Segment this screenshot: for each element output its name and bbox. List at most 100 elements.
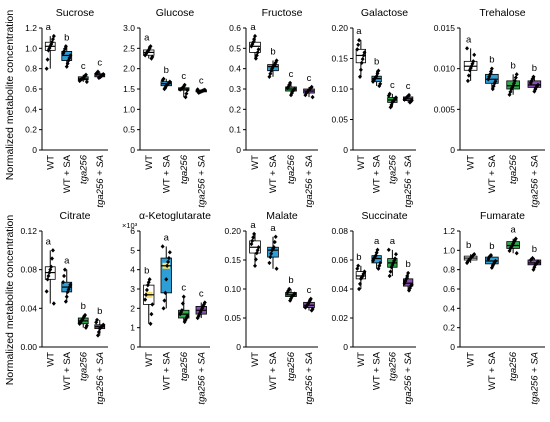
- data-point: [46, 273, 51, 279]
- data-point: [167, 79, 172, 84]
- data-point: [251, 235, 256, 240]
- y-tick-label: 0.08: [331, 226, 348, 236]
- y-tick-label: 0.15: [224, 255, 241, 265]
- data-point: [50, 248, 55, 253]
- y-tick-label: 0.04: [20, 303, 37, 313]
- x-tick-label: tga256: [286, 351, 297, 381]
- ylabel-bottom: Normalized metabolite concentration: [4, 215, 16, 386]
- significance-letter: b: [81, 301, 86, 312]
- y-tick-label: 0.6: [443, 284, 455, 294]
- data-point: [149, 311, 154, 317]
- data-point: [63, 299, 68, 304]
- panel--ketoglutarate: α-Ketoglutarate×10³ 0 1 2 3 4 5 6 b WT a WT + SA c tg…: [122, 210, 211, 405]
- data-point: [45, 57, 50, 62]
- data-point: [249, 241, 254, 247]
- data-point: [51, 301, 56, 306]
- box-tga256-sa: b: [527, 63, 542, 94]
- data-point: [150, 54, 155, 60]
- data-point: [273, 60, 278, 65]
- data-point: [409, 98, 414, 103]
- data-point: [62, 267, 67, 272]
- box-wt-sa: b: [371, 57, 383, 89]
- data-point: [360, 56, 365, 62]
- y-tick-label: 0.00: [20, 342, 37, 352]
- data-point: [180, 301, 185, 306]
- y-tick-label: 1.2: [25, 23, 37, 33]
- y-tick-label: 2: [130, 303, 135, 313]
- panel-title: Fructose: [262, 7, 303, 19]
- box-wt-sa: a: [267, 223, 279, 271]
- y-tick-label: 0.6: [25, 84, 37, 94]
- data-point: [256, 245, 261, 250]
- data-point: [95, 333, 100, 338]
- x-tick-label: WT + SA: [161, 154, 172, 193]
- significance-letter: b: [270, 47, 275, 58]
- data-point: [183, 94, 188, 100]
- data-point: [374, 250, 379, 255]
- significance-letter: a: [250, 220, 256, 231]
- y-tick-label: 6: [130, 226, 135, 236]
- data-point: [488, 252, 493, 258]
- y-tick-label: 0: [343, 145, 348, 155]
- x-tick-label: tga256: [286, 154, 297, 184]
- data-point: [387, 91, 392, 97]
- data-point: [357, 38, 362, 43]
- significance-letter: a: [510, 225, 516, 236]
- box-tga256: b: [77, 301, 89, 330]
- data-point: [510, 243, 515, 248]
- y-tick-label: 0.10: [331, 84, 348, 94]
- panel-title: Galactose: [361, 7, 408, 19]
- data-point: [161, 306, 166, 311]
- data-point: [144, 292, 149, 298]
- x-tick-label: WT: [466, 155, 477, 170]
- data-point: [530, 255, 535, 261]
- significance-letter: a: [250, 22, 256, 33]
- significance-letter: c: [199, 289, 204, 300]
- x-tick-label: WT: [356, 155, 367, 170]
- significance-letter: b: [510, 60, 515, 71]
- significance-letter: b: [489, 55, 494, 66]
- significance-letter: b: [466, 240, 471, 251]
- box-wt: b: [355, 252, 367, 292]
- x-tick-label: WT: [250, 155, 261, 170]
- y-tick-label: 0.4: [25, 104, 37, 114]
- data-point: [493, 258, 498, 264]
- data-point: [362, 50, 367, 55]
- data-point: [357, 286, 362, 292]
- box-wt: a: [249, 220, 261, 269]
- box-tga256-sa: b: [94, 306, 106, 338]
- x-tick-label: tga256: [78, 351, 89, 381]
- data-point: [308, 296, 313, 302]
- significance-letter: c: [97, 58, 102, 69]
- data-point: [251, 40, 256, 45]
- significance-letter: b: [64, 32, 69, 43]
- significance-letter: b: [374, 57, 379, 68]
- data-point: [393, 95, 398, 100]
- data-point: [185, 313, 190, 319]
- panel-title: Malate: [266, 210, 298, 222]
- data-point: [179, 308, 184, 313]
- significance-letter: a: [46, 22, 52, 33]
- data-point: [164, 277, 169, 282]
- significance-letter: b: [405, 259, 410, 270]
- box-tga256: c: [77, 61, 89, 85]
- box-tga256-sa: c: [195, 75, 207, 95]
- box-tga256: c: [178, 71, 190, 100]
- data-point: [407, 92, 412, 98]
- panel-succinate: Succinate 0 0.02 0.04 0.06 0.08 b WT a WT + SA a tg…: [331, 210, 416, 405]
- data-point: [84, 323, 89, 328]
- data-point: [362, 269, 367, 274]
- data-point: [95, 69, 100, 74]
- x-tick-label: tga256: [508, 351, 519, 381]
- data-point: [167, 250, 172, 255]
- x-tick-label: tga256 + SA: [95, 155, 106, 208]
- y-tick-label: 0.20: [224, 226, 241, 236]
- data-point: [253, 257, 258, 262]
- y-tick-label: 0.010: [434, 64, 456, 74]
- box-wt: b: [143, 265, 155, 327]
- panel-glucose: Glucose 0 0.5 1.0 1.5 2.0 2.5 3.0 a WT b WT + SA c tg…: [123, 7, 210, 208]
- significance-letter: b: [356, 252, 361, 263]
- x-tick-label: WT + SA: [372, 154, 383, 193]
- data-point: [268, 254, 273, 260]
- data-point: [489, 66, 494, 71]
